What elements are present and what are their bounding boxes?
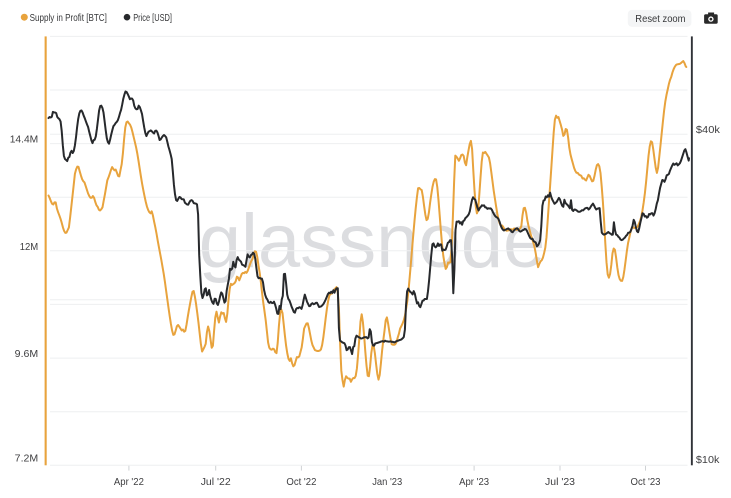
svg-text:Reset zoom: Reset zoom bbox=[635, 13, 685, 25]
svg-text:$10k: $10k bbox=[696, 454, 720, 466]
svg-text:Jul '23: Jul '23 bbox=[545, 476, 575, 488]
svg-text:Oct '22: Oct '22 bbox=[286, 476, 316, 488]
svg-text:Jul '22: Jul '22 bbox=[201, 476, 231, 488]
svg-text:Apr '23: Apr '23 bbox=[459, 476, 489, 488]
svg-text:Price [USD]: Price [USD] bbox=[133, 12, 172, 24]
svg-text:$40k: $40k bbox=[696, 124, 721, 136]
svg-text:14.4M: 14.4M bbox=[10, 134, 39, 146]
svg-text:12M: 12M bbox=[20, 241, 39, 253]
svg-text:Apr '22: Apr '22 bbox=[114, 476, 144, 488]
svg-text:Oct '23: Oct '23 bbox=[631, 476, 661, 488]
svg-text:Jan '23: Jan '23 bbox=[372, 476, 402, 488]
svg-text:Supply in Profit [BTC]: Supply in Profit [BTC] bbox=[30, 12, 107, 24]
svg-text:9.6M: 9.6M bbox=[15, 348, 39, 360]
svg-text:7.2M: 7.2M bbox=[15, 453, 39, 465]
